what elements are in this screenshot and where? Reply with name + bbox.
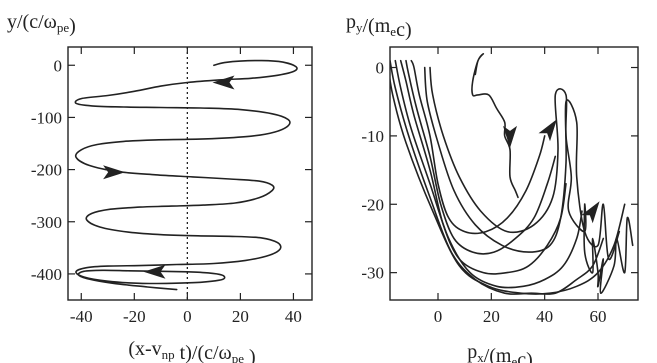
x-tick-label: -40	[70, 307, 93, 326]
y-tick-label: 0	[54, 56, 63, 75]
direction-arrow	[581, 201, 600, 224]
plot-area	[390, 53, 634, 295]
trajectory-line	[429, 66, 634, 295]
x-axis-label: (x-vnp t)/(c/ωpe )	[128, 338, 255, 363]
plot-frame	[389, 46, 639, 301]
y-tick-label: -30	[361, 264, 384, 283]
plot-area	[74, 59, 298, 291]
momentum-curve	[399, 59, 567, 275]
x-tick-label: 40	[536, 307, 553, 326]
x-tick-label: 20	[232, 307, 249, 326]
direction-arrow	[503, 125, 517, 148]
y-tick-label: -200	[31, 161, 62, 180]
right-panel: 0 20 40 60 0 -10 -20 -30 py/(mec) px/(mec)	[346, 11, 639, 363]
x-axis-label: px/(mec)	[467, 341, 533, 363]
direction-arrow	[538, 119, 557, 142]
direction-arrow	[103, 165, 126, 180]
plot-frame	[67, 46, 313, 301]
direction-arrow	[143, 264, 166, 279]
left-panel: -40 -20 0 20 400-100-200-300-400y/(c/ωpe)(x-…	[7, 11, 313, 363]
y-axis-label: y/(c/ωpe)	[7, 11, 76, 37]
y-tick-label: -20	[361, 195, 384, 214]
y-tick-label: -400	[31, 265, 62, 284]
trajectory-line	[74, 59, 298, 291]
y-tick-label: 0	[376, 59, 385, 78]
momentum-curve	[390, 74, 626, 295]
y-tick-label: -100	[31, 108, 62, 127]
x-tick-label: 0	[434, 307, 443, 326]
momentum-curve	[394, 59, 583, 289]
x-tick-label: 40	[285, 307, 302, 326]
x-tick-label: 0	[183, 307, 192, 326]
momentum-curve	[410, 59, 546, 235]
x-tick-label: -20	[123, 307, 146, 326]
trajectory-line	[471, 53, 519, 199]
y-tick-label: -300	[31, 213, 62, 232]
trajectory-line	[423, 66, 621, 261]
momentum-curve	[405, 59, 557, 255]
y-axis-label: py/(mec)	[346, 11, 412, 41]
y-tick-label: -10	[361, 127, 384, 146]
momentum-curve	[390, 59, 605, 295]
x-tick-label: 60	[590, 307, 607, 326]
x-tick-label: 20	[483, 307, 500, 326]
direction-arrow	[212, 75, 235, 90]
